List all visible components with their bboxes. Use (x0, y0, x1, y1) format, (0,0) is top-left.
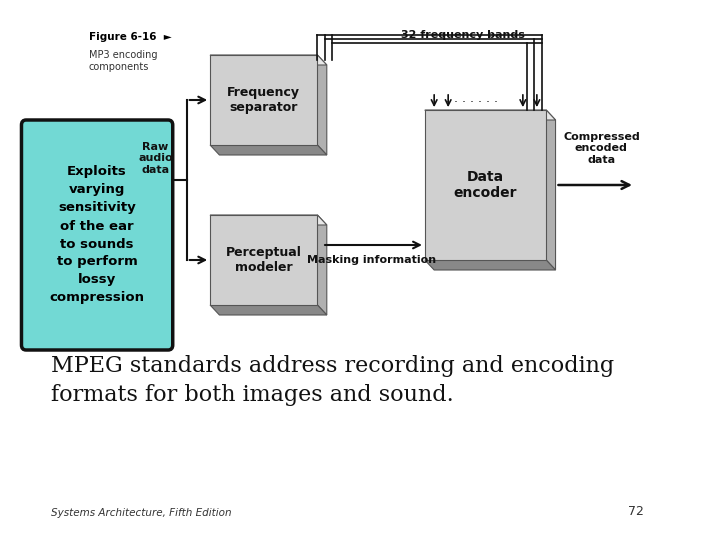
Text: . . . . . . .: . . . . . . . (446, 91, 498, 105)
Polygon shape (210, 215, 327, 225)
Text: Raw
audio
data: Raw audio data (138, 142, 173, 175)
Text: MPEG standards address recording and encoding
formats for both images and sound.: MPEG standards address recording and enc… (51, 355, 614, 406)
FancyBboxPatch shape (22, 120, 173, 350)
Text: Masking information: Masking information (307, 255, 436, 265)
Text: 72: 72 (629, 505, 644, 518)
Text: Exploits
varying
sensitivity
of the ear
to sounds
to perform
lossy
compression: Exploits varying sensitivity of the ear … (50, 165, 145, 305)
Text: Systems Architecture, Fifth Edition: Systems Architecture, Fifth Edition (51, 508, 232, 518)
Polygon shape (210, 305, 327, 315)
Text: Compressed
encoded
data: Compressed encoded data (563, 132, 640, 165)
Text: Data
encoder: Data encoder (454, 170, 517, 200)
Text: Perceptual
modeler: Perceptual modeler (226, 246, 302, 274)
Text: MP3 encoding
components: MP3 encoding components (89, 50, 157, 72)
Text: Frequency
separator: Frequency separator (228, 86, 300, 114)
Bar (210, 215, 318, 305)
Polygon shape (425, 110, 556, 120)
Polygon shape (210, 145, 327, 155)
Text: 32 frequency bands: 32 frequency bands (402, 30, 526, 40)
Polygon shape (318, 215, 327, 315)
Bar (425, 110, 546, 260)
Polygon shape (425, 260, 556, 270)
Bar (210, 55, 318, 145)
Polygon shape (210, 55, 327, 65)
Polygon shape (546, 110, 556, 270)
Polygon shape (318, 55, 327, 155)
Text: Figure 6-16  ►: Figure 6-16 ► (89, 32, 171, 42)
